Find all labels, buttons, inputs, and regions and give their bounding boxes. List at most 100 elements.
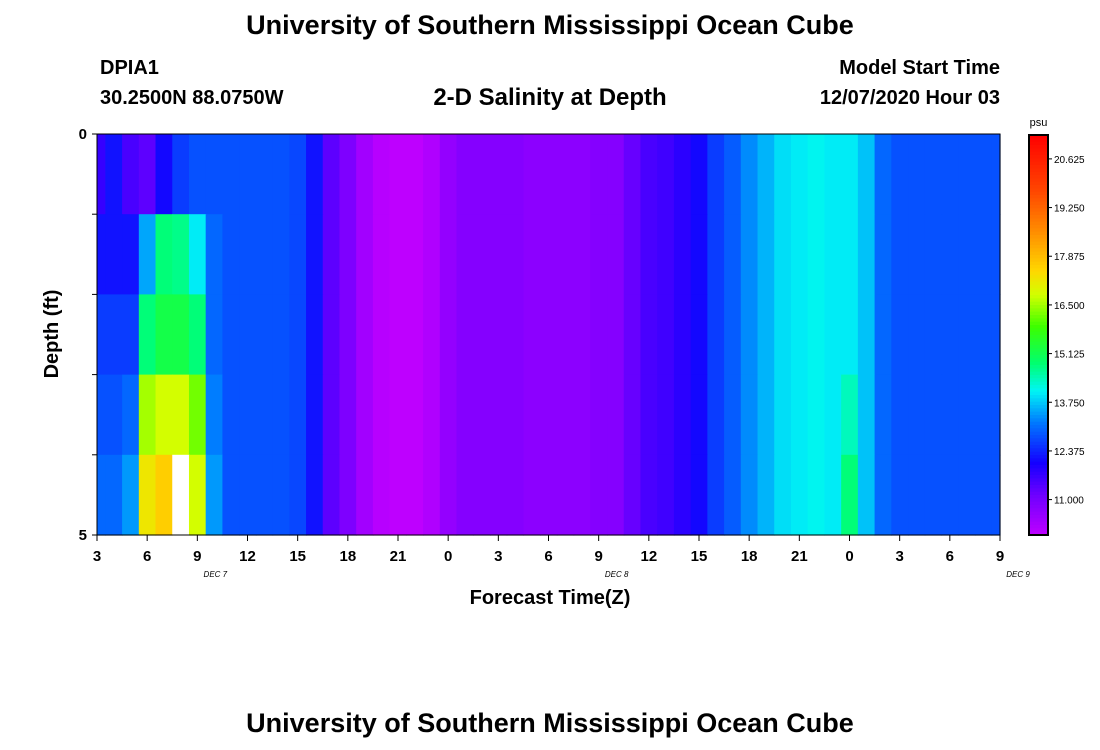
heatmap-cell xyxy=(958,214,976,295)
heatmap-cell xyxy=(473,374,491,456)
heatmap-cell xyxy=(456,374,474,456)
colorbar-swatch xyxy=(1029,528,1048,533)
heatmap-cell xyxy=(356,134,374,215)
heatmap-cells xyxy=(97,134,1001,536)
heatmap-cell xyxy=(657,294,675,376)
heatmap-cell xyxy=(97,374,106,456)
heatmap-cell xyxy=(908,454,926,536)
heatmap-cell xyxy=(924,134,943,215)
colorbar-swatch xyxy=(1029,178,1048,183)
heatmap-cell xyxy=(356,374,374,456)
heatmap-cell xyxy=(774,454,792,536)
colorbar-tick-label: 20.625 xyxy=(1054,155,1085,166)
heatmap-cell xyxy=(222,374,240,456)
colorbar-swatch xyxy=(1029,185,1048,189)
colorbar-swatch xyxy=(1029,201,1048,206)
colorbar-swatch xyxy=(1029,198,1048,203)
colorbar-tick-label: 11.000 xyxy=(1054,496,1084,507)
heatmap-cell xyxy=(423,374,441,456)
heatmap-cell xyxy=(924,294,943,376)
heatmap-cell xyxy=(339,454,357,536)
colorbar-swatch xyxy=(1029,231,1048,236)
x-tick-label: 12 xyxy=(640,548,657,565)
heatmap-cell xyxy=(523,134,541,215)
heatmap-cell xyxy=(389,294,407,376)
colorbar-swatch xyxy=(1029,388,1048,393)
colorbar-swatch xyxy=(1029,141,1048,146)
heatmap-cell xyxy=(707,454,725,536)
colorbar-swatch xyxy=(1029,485,1048,489)
heatmap-cell xyxy=(857,374,876,456)
heatmap-cell xyxy=(607,214,625,295)
heatmap-cell xyxy=(807,454,826,536)
colorbar-swatch xyxy=(1029,318,1048,323)
colorbar-swatch xyxy=(1029,421,1048,426)
colorbar-swatch xyxy=(1029,345,1048,349)
colorbar-swatch xyxy=(1029,445,1048,449)
heatmap-cell xyxy=(640,374,658,456)
heatmap-cell xyxy=(105,294,123,376)
colorbar-swatch xyxy=(1029,255,1048,259)
colorbar-swatch xyxy=(1029,481,1048,486)
heatmap-cell xyxy=(590,454,608,536)
colorbar-swatch xyxy=(1029,295,1048,299)
heatmap-cell xyxy=(740,134,759,215)
heatmap-cell xyxy=(623,294,642,376)
heatmap-cell xyxy=(941,134,959,215)
heatmap-cell xyxy=(757,454,775,536)
heatmap-cell xyxy=(740,374,759,456)
heatmap-cell xyxy=(222,214,240,295)
heatmap-cell xyxy=(205,214,224,295)
colorbar-swatch xyxy=(1029,515,1048,519)
colorbar-swatch xyxy=(1029,181,1048,186)
heatmap-cell xyxy=(97,294,106,376)
colorbar-swatch xyxy=(1029,298,1048,303)
heatmap-cell xyxy=(607,374,625,456)
heatmap-cell xyxy=(941,374,959,456)
heatmap-cell xyxy=(322,374,341,456)
heatmap-cell xyxy=(188,374,207,456)
heatmap-cell xyxy=(155,454,173,536)
colorbar-swatch xyxy=(1029,361,1048,366)
heatmap-cell xyxy=(573,134,591,215)
heatmap-cell xyxy=(272,134,290,215)
heatmap-cell xyxy=(891,214,909,295)
heatmap-cell xyxy=(724,374,742,456)
x-tick-label: 0 xyxy=(444,548,452,565)
heatmap-cell xyxy=(556,214,575,295)
heatmap-cell xyxy=(406,374,424,456)
heatmap-cell xyxy=(105,134,123,215)
heatmap-cell xyxy=(255,454,274,536)
colorbar-swatch xyxy=(1029,518,1048,523)
heatmap-cell xyxy=(924,454,943,536)
heatmap-cell xyxy=(590,214,608,295)
heatmap-cell xyxy=(707,294,725,376)
heatmap-cell xyxy=(540,294,558,376)
heatmap-cell xyxy=(289,294,307,376)
heatmap-cell xyxy=(356,294,374,376)
heatmap-cell xyxy=(489,374,508,456)
colorbar-swatch xyxy=(1029,138,1048,143)
heatmap-cell xyxy=(974,454,993,536)
x-tick-label: 15 xyxy=(691,548,708,565)
x-tick-label: 12 xyxy=(239,548,256,565)
colorbar-swatch xyxy=(1029,311,1048,316)
heatmap-cell xyxy=(339,134,357,215)
heatmap-cell xyxy=(523,294,541,376)
colorbar-swatch xyxy=(1029,501,1048,506)
heatmap-cell xyxy=(556,374,575,456)
colorbar-swatch xyxy=(1029,241,1048,246)
heatmap-cell xyxy=(540,454,558,536)
heatmap-cell xyxy=(707,134,725,215)
colorbar-swatch xyxy=(1029,218,1048,223)
colorbar-swatch xyxy=(1029,338,1048,343)
colorbar-swatch xyxy=(1029,165,1048,169)
x-tick-label: 3 xyxy=(895,548,903,565)
heatmap-cell xyxy=(757,134,775,215)
colorbar-swatch xyxy=(1029,261,1048,266)
heatmap-cell xyxy=(239,214,257,295)
colorbar-swatch xyxy=(1029,488,1048,493)
heatmap-cell xyxy=(306,374,324,456)
colorbar-swatch xyxy=(1029,468,1048,473)
